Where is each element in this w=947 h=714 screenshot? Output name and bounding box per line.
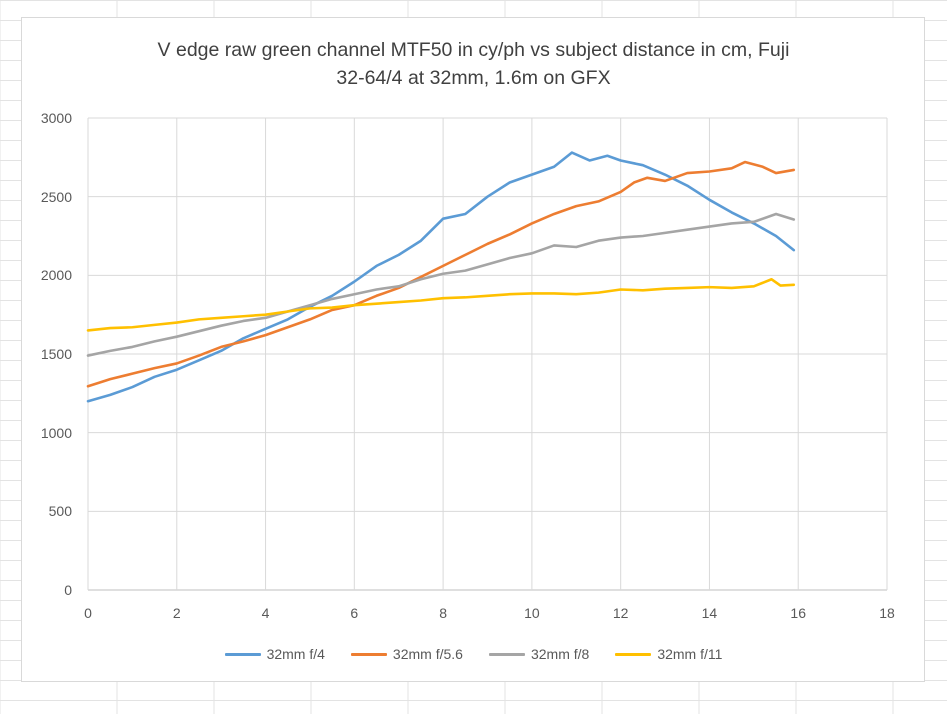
y-tick-label: 1000 bbox=[40, 424, 72, 441]
y-tick-label: 500 bbox=[48, 503, 72, 520]
legend-swatch bbox=[350, 652, 387, 656]
x-tick-label: 16 bbox=[790, 605, 806, 621]
x-tick-label: 12 bbox=[612, 605, 629, 621]
series-line-4[interactable] bbox=[86, 277, 796, 332]
x-tick-label: 14 bbox=[701, 605, 718, 621]
chart-title-line-2: 32-64/4 at 32mm, 1.6m on GFX bbox=[336, 67, 611, 89]
x-tick-label: 0 bbox=[84, 605, 92, 621]
legend-label: 32mm f/8 bbox=[530, 646, 590, 662]
series-line-2[interactable] bbox=[86, 160, 796, 388]
legend-swatch bbox=[615, 652, 652, 656]
x-tick-label: 4 bbox=[261, 605, 270, 621]
legend-item-4[interactable]: 32mm f/11 bbox=[615, 646, 722, 662]
legend-item-3[interactable]: 32mm f/8 bbox=[488, 646, 590, 662]
legend-swatch bbox=[224, 652, 261, 656]
series-line-1[interactable] bbox=[86, 151, 796, 403]
legend-item-2[interactable]: 32mm f/5.6 bbox=[350, 646, 463, 662]
legend-item-1[interactable]: 32mm f/4 bbox=[224, 646, 325, 662]
y-tick-label: 0 bbox=[64, 582, 72, 598]
y-tick-label: 3000 bbox=[40, 110, 72, 126]
legend-label: 32mm f/5.6 bbox=[392, 646, 463, 662]
legend-label: 32mm f/11 bbox=[657, 646, 723, 662]
chart-area[interactable] bbox=[21, 17, 925, 682]
series-line-3[interactable] bbox=[86, 212, 796, 357]
x-tick-label: 18 bbox=[879, 605, 895, 621]
x-tick-label: 2 bbox=[172, 605, 181, 621]
x-tick-label: 8 bbox=[439, 605, 447, 621]
y-tick-label: 1500 bbox=[40, 346, 72, 362]
chart-legend: 32mm f/4 32mm f/5.6 32mm f/8 32mm f/11 bbox=[0, 646, 947, 662]
y-tick-label: 2000 bbox=[40, 267, 72, 284]
y-tick-label: 2500 bbox=[40, 188, 72, 205]
x-tick-label: 6 bbox=[350, 605, 359, 621]
legend-label: 32mm f/4 bbox=[266, 646, 325, 662]
x-tick-label: 10 bbox=[524, 605, 540, 621]
chart-title-line-1: V edge raw green channel MTF50 in cy/ph … bbox=[157, 39, 790, 61]
legend-swatch bbox=[488, 652, 525, 656]
